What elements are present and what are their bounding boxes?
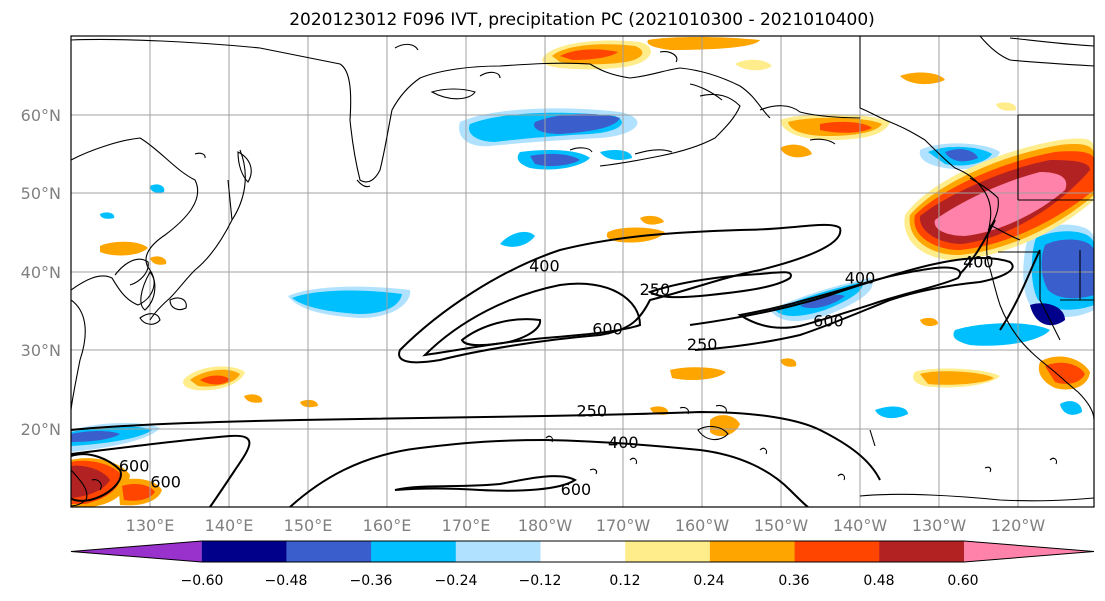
latitude-labels: 60°N 50°N 40°N 30°N 20°N xyxy=(21,106,61,439)
contour-label: 250 xyxy=(640,280,671,299)
colorbar-tick-label: 0.24 xyxy=(693,573,724,589)
lat-label: 50°N xyxy=(21,184,61,203)
lat-label: 60°N xyxy=(21,106,61,125)
coastlines xyxy=(71,36,1094,507)
colorbar-segment xyxy=(371,541,457,562)
lon-label: 180°W xyxy=(518,516,573,535)
contour-label: 250 xyxy=(576,402,607,421)
colorbar-tick-label: 0.12 xyxy=(609,573,640,589)
colorbar-tick-label: 0.60 xyxy=(947,573,978,589)
contour-label: 250 xyxy=(687,335,718,354)
colorbar-extension-high xyxy=(964,541,1094,562)
colorbar-tick-label: −0.60 xyxy=(181,573,224,589)
longitude-labels: 130°E 140°E 150°E 160°E 170°E 180°W 170°… xyxy=(126,516,1046,535)
colorbar-segment xyxy=(879,541,965,562)
colorbar-extension-low xyxy=(71,541,202,562)
colorbar-tick-label: −0.12 xyxy=(519,573,562,589)
ivt-contours xyxy=(71,219,1041,507)
colorbar-outline xyxy=(70,540,1095,563)
colorbar xyxy=(70,540,1095,563)
lon-label: 170°W xyxy=(596,516,651,535)
colorbar-segment xyxy=(286,541,372,562)
lon-label: 160°W xyxy=(675,516,730,535)
contour-label: 400 xyxy=(608,433,639,452)
contour-label: 400 xyxy=(963,253,994,272)
colorbar-segment xyxy=(540,541,626,562)
contour-label: 600 xyxy=(561,480,592,499)
lat-label: 30°N xyxy=(21,341,61,360)
lon-label: 140°W xyxy=(833,516,888,535)
lat-label: 20°N xyxy=(21,420,61,439)
negative-precip-shading xyxy=(71,108,1094,452)
lat-label: 40°N xyxy=(21,263,61,282)
lon-label: 150°W xyxy=(754,516,809,535)
lon-label: 120°W xyxy=(991,516,1046,535)
colorbar-ticks: −0.60 −0.48 −0.36 −0.24 −0.12 0.12 0.24 … xyxy=(181,573,979,589)
colorbar-tick-label: −0.24 xyxy=(435,573,478,589)
lon-label: 140°E xyxy=(205,516,254,535)
contour-label: 400 xyxy=(529,257,560,276)
lon-label: 130°W xyxy=(912,516,967,535)
colorbar-tick-label: 0.36 xyxy=(778,573,809,589)
colorbar-tick-label: 0.48 xyxy=(863,573,894,589)
lon-label: 150°E xyxy=(284,516,333,535)
colorbar-segment xyxy=(201,541,287,562)
contour-label: 600 xyxy=(592,319,623,338)
contour-label: 400 xyxy=(845,268,876,287)
lon-label: 160°E xyxy=(363,516,412,535)
colorbar-segment xyxy=(455,541,541,562)
lon-label: 130°E xyxy=(126,516,175,535)
contour-label: 600 xyxy=(150,472,181,491)
colorbar-segment xyxy=(794,541,880,562)
map-title: 2020123012 F096 IVT, precipitation PC (2… xyxy=(289,10,875,30)
graticule xyxy=(71,36,1094,507)
colorbar-tick-label: −0.48 xyxy=(265,573,308,589)
colorbar-tick-label: −0.36 xyxy=(350,573,393,589)
contour-label: 600 xyxy=(119,457,150,476)
colorbar-segment xyxy=(709,541,796,562)
lon-label: 170°E xyxy=(442,516,491,535)
contour-label: 600 xyxy=(813,311,844,330)
colorbar-segment xyxy=(625,541,711,562)
map-frame xyxy=(70,35,1095,508)
